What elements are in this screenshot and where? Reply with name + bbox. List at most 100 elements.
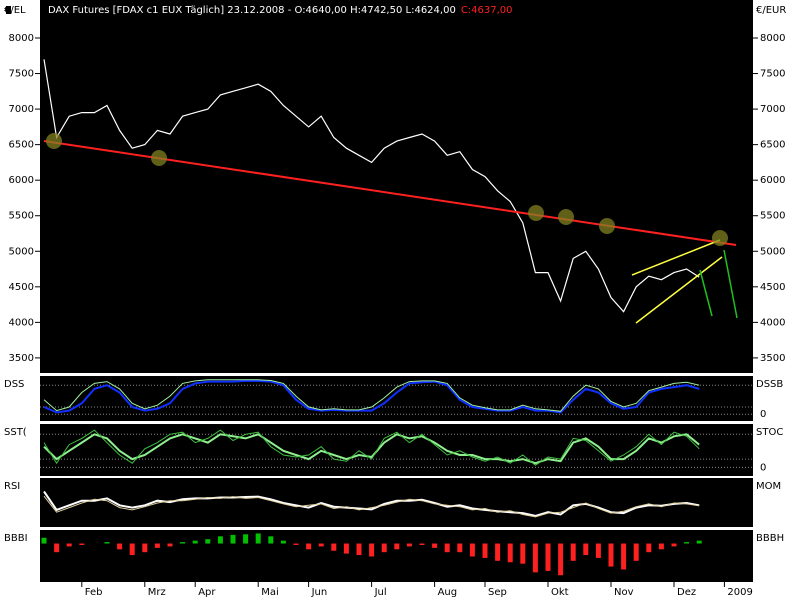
line-series: [43, 433, 700, 465]
bar: [558, 543, 564, 576]
icon: [6, 6, 11, 14]
x-tick-label: Mrz: [148, 587, 166, 598]
x-tick-label: Sep: [488, 587, 507, 598]
series-label: STOC: [756, 427, 783, 438]
bar: [66, 543, 72, 547]
y-tick-label: 6500: [760, 140, 785, 151]
touch-point: [528, 205, 544, 221]
bar: [520, 543, 526, 564]
bar: [142, 543, 148, 553]
bar: [117, 543, 123, 550]
bar: [583, 543, 589, 556]
bar: [104, 542, 110, 544]
bar: [306, 543, 312, 550]
bar: [608, 543, 614, 567]
wedge-line: [631, 239, 721, 276]
touch-point: [712, 230, 728, 246]
dss-panel: [40, 376, 753, 421]
bar: [457, 543, 463, 553]
line-series: [43, 379, 700, 412]
y-tick-label: 5000: [9, 246, 34, 257]
bar: [696, 540, 702, 544]
bar: [54, 543, 60, 553]
x-tick-label: Mai: [261, 587, 279, 598]
y-tick-label: 5500: [760, 211, 785, 222]
bar: [268, 536, 274, 544]
bar: [671, 543, 677, 547]
bar: [595, 543, 601, 558]
x-tick-label: Nov: [614, 587, 634, 598]
y-tick-label: 3500: [9, 353, 34, 364]
touch-point: [599, 218, 615, 234]
x-tick-label: 2009: [727, 587, 752, 598]
x-tick-label: Aug: [438, 587, 458, 598]
wedge-line: [635, 256, 723, 324]
close-label: C:4637,00: [461, 5, 513, 16]
bar: [633, 543, 639, 561]
touch-point: [558, 209, 574, 225]
bar: [230, 534, 236, 544]
series-label: SST(: [4, 427, 27, 438]
touch-points: [46, 133, 728, 246]
bar: [545, 543, 551, 571]
series-label: DSS: [4, 379, 24, 390]
line-series: [43, 59, 700, 313]
y-tick-label: 7500: [9, 69, 34, 80]
x-tick-label: Feb: [85, 587, 103, 598]
bar: [532, 543, 538, 573]
x-tick-label: Dez: [677, 587, 696, 598]
bar: [444, 543, 450, 553]
y-tick-label: 5000: [760, 246, 785, 257]
arrow: [699, 269, 713, 317]
y-tick-label: 6500: [9, 140, 34, 151]
y-tick-label: 6000: [9, 175, 34, 186]
bar: [293, 543, 299, 545]
bar: [394, 543, 400, 550]
bar: [129, 543, 135, 556]
y-tick-label: 5500: [9, 211, 34, 222]
touch-point: [46, 133, 62, 149]
bar: [41, 537, 47, 544]
bar: [369, 543, 375, 557]
y-tick-label: 4500: [9, 282, 34, 293]
y-tick-label: 8000: [760, 33, 785, 44]
y-tick-label: 7000: [9, 104, 34, 115]
line-series: [43, 495, 700, 518]
bar: [217, 536, 223, 544]
series-label: RSI: [4, 481, 20, 492]
bar: [419, 543, 425, 545]
chart-title: DAX Futures [FDAX c1 EUX Täglich] 23.12.…: [48, 5, 456, 16]
y-tick-label: 4000: [760, 317, 785, 328]
x-tick-label: Okt: [551, 587, 569, 598]
y-tick-label: 4500: [760, 282, 785, 293]
bar: [205, 539, 211, 544]
y-axis-label: €/EL: [4, 5, 26, 16]
series-label: DSSB: [756, 379, 783, 390]
touch-point: [151, 150, 167, 166]
y-tick-label: 4000: [9, 317, 34, 328]
bar: [356, 543, 362, 556]
bar: [192, 540, 198, 544]
bar: [507, 543, 513, 563]
bar: [570, 543, 576, 561]
bar: [255, 533, 261, 544]
y-tick-label: 7500: [760, 69, 785, 80]
series-label: BBBH: [756, 533, 784, 544]
bar: [495, 543, 501, 561]
bar: [180, 542, 186, 544]
bar: [482, 543, 488, 558]
x-tick-label: Jul: [374, 587, 387, 598]
bar: [621, 543, 627, 570]
bar: [432, 543, 438, 548]
y-tick-label: 7000: [760, 104, 785, 115]
line-series: [43, 379, 700, 414]
bar: [406, 543, 412, 547]
bar: [381, 543, 387, 553]
bar: [658, 543, 664, 550]
bar: [154, 543, 160, 548]
bar: [331, 543, 337, 551]
bar: [343, 543, 349, 554]
bbbi-panel: [40, 530, 753, 582]
